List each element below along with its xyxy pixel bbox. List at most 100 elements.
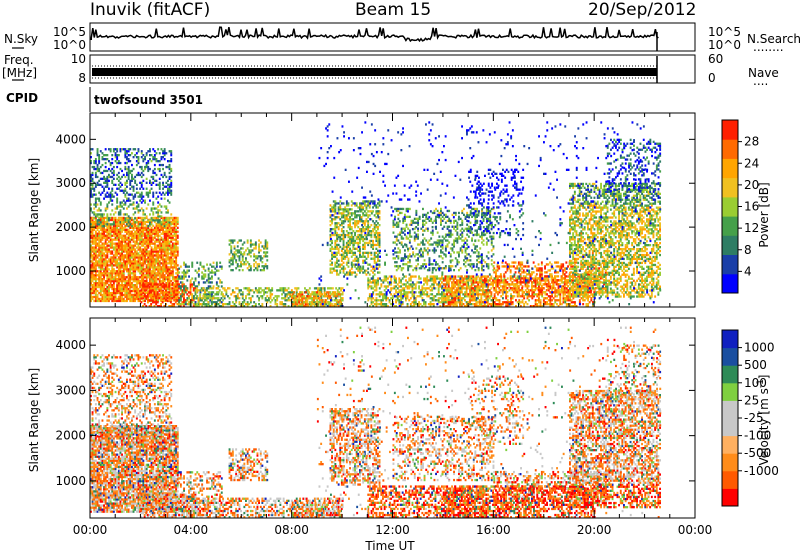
heatmap-cell (220, 281, 223, 284)
heatmap-cell (132, 203, 135, 206)
heatmap-cell (266, 299, 269, 302)
heatmap-cell (349, 235, 351, 239)
heatmap-cell (135, 240, 138, 243)
heatmap-cell (117, 230, 120, 233)
heatmap-cell (158, 228, 161, 231)
heatmap-cell (416, 281, 419, 284)
nsky-tick-top: 10^5 (53, 25, 86, 39)
heatmap-cell (121, 280, 123, 283)
heatmap-cell (150, 291, 153, 294)
heatmap-cell (99, 254, 102, 257)
heatmap-cell (331, 220, 333, 223)
heatmap-cell (140, 150, 143, 153)
heatmap-cell (121, 266, 123, 269)
heatmap-cell (101, 236, 104, 239)
heatmap-cell (119, 262, 122, 265)
heatmap-cell (324, 293, 327, 296)
heatmap-cell (155, 285, 158, 288)
heatmap-cell (106, 299, 109, 303)
heatmap-cell (188, 297, 190, 300)
heatmap-cell (90, 234, 92, 237)
heatmap-cell (147, 203, 150, 206)
heatmap-cell (98, 280, 101, 283)
heatmap-cell (176, 236, 179, 239)
heatmap-cell (233, 255, 236, 258)
heatmap-cell (117, 276, 120, 279)
heatmap-cell (139, 254, 142, 257)
heatmap-cell (342, 202, 345, 205)
heatmap-cell (94, 258, 97, 261)
heatmap-cell (378, 218, 381, 221)
heatmap-cell (147, 301, 149, 304)
heatmap-cell (162, 181, 164, 184)
heatmap-cell (126, 152, 128, 155)
heatmap-cell (96, 215, 99, 218)
heatmap-cell (249, 301, 252, 304)
heatmap-cell (150, 223, 153, 226)
heatmap-cell (258, 299, 260, 302)
heatmap-cell (253, 269, 256, 272)
heatmap-cell (349, 247, 351, 250)
heatmap-cell (117, 297, 120, 301)
freq-strip: 10 8 60 0 (71, 52, 724, 85)
heatmap-cell (132, 220, 135, 224)
heatmap-cell (99, 238, 102, 241)
heatmap-cell (155, 268, 158, 271)
heatmap-cell (117, 280, 120, 283)
heatmap-cell (104, 193, 107, 196)
heatmap-cell (342, 212, 345, 215)
heatmap-cell (90, 228, 92, 231)
heatmap-cell (340, 202, 343, 205)
heatmap-cell (170, 160, 173, 163)
heatmap-cell (400, 281, 402, 284)
heatmap-cell (98, 266, 101, 269)
heatmap-cell (174, 297, 177, 300)
heatmap-cell (108, 285, 110, 289)
heatmap-cell (375, 289, 378, 292)
heatmap-cell (98, 284, 101, 287)
heatmap-cell (114, 246, 117, 249)
heatmap-cell (127, 252, 130, 255)
heatmap-cell (132, 295, 135, 299)
heatmap-cell (370, 257, 373, 260)
heatmap-cell (383, 289, 386, 292)
heatmap-cell (91, 258, 94, 261)
heatmap-cell (189, 291, 192, 294)
heatmap-cell (98, 179, 101, 182)
heatmap-cell (126, 299, 128, 303)
heatmap-cell (116, 274, 119, 277)
heatmap-cell (137, 203, 140, 206)
heatmap-cell (91, 193, 94, 196)
heatmap-cell (134, 236, 137, 239)
heatmap-cell (145, 283, 148, 286)
heatmap-cell (373, 279, 376, 282)
heatmap-cell (150, 226, 153, 229)
heatmap-cell (129, 193, 132, 196)
heatmap-cell (373, 285, 376, 288)
heatmap-cell (368, 273, 371, 276)
heatmap-cell (368, 293, 371, 296)
heatmap-cell (114, 222, 117, 225)
heatmap-cell (93, 226, 96, 229)
heatmap-cell (109, 238, 112, 241)
heatmap-cell (121, 272, 123, 275)
heatmap-cell (179, 289, 182, 292)
heatmap-cell (109, 240, 112, 243)
heatmap-cell (119, 150, 122, 153)
heatmap-cell (142, 219, 145, 222)
heatmap-cell (155, 207, 158, 210)
heatmap-cell (135, 297, 138, 301)
heatmap-cell (236, 263, 239, 266)
heatmap-cell (212, 295, 215, 298)
heatmap-cell (127, 173, 130, 177)
heatmap-cell (254, 287, 257, 290)
heatmap-cell (91, 195, 94, 198)
heatmap-cell (106, 260, 109, 263)
heatmap-cell (103, 297, 105, 301)
heatmap-cell (108, 230, 110, 233)
heatmap-cell (373, 243, 376, 247)
heatmap-cell (147, 160, 150, 163)
heatmap-cell (321, 299, 324, 302)
heatmap-cell (387, 285, 389, 288)
heatmap-cell (116, 266, 119, 269)
